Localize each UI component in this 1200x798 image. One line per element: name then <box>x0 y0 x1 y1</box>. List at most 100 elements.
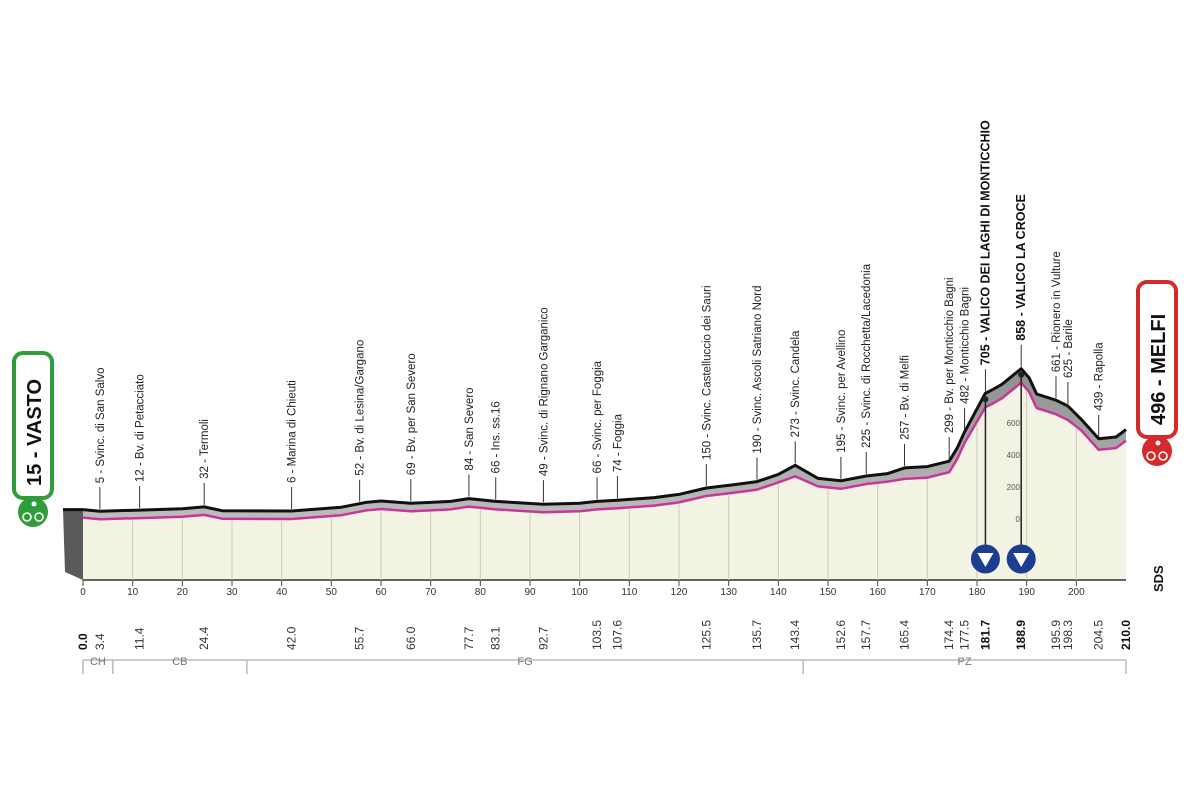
waypoint-label: 49 - Svinc. di Rignano Garganico <box>538 307 550 476</box>
km-tick-label: 60 <box>375 587 387 598</box>
waypoint-label: 273 - Svinc. Candela <box>790 330 802 437</box>
waypoint-label: 66 - Ins. ss.16 <box>491 401 503 473</box>
km-marker-label: 198.3 <box>1061 620 1075 650</box>
rider-head-icon <box>1155 440 1161 446</box>
profile-top-band <box>83 368 1126 520</box>
profile-top-line <box>82 367 1127 513</box>
waypoint-label: 225 - Svinc. di Rocchetta/Lacedonia <box>861 263 873 448</box>
kom-triangle-icon <box>977 553 994 567</box>
waypoint-label: 299 - Bv. per Monticchio Bagni <box>944 277 956 433</box>
waypoint-label: 195 - Svinc. per Avellino <box>836 330 848 453</box>
km-marker-label: 165.4 <box>897 620 911 650</box>
waypoint-label: 190 - Svinc. Ascoli Satriano Nord <box>752 285 764 453</box>
sponsor-logo-text: SDS <box>1151 565 1166 592</box>
kom-point <box>982 396 989 403</box>
altitude-tick: 600 <box>1007 419 1021 428</box>
km-tick-label: 130 <box>720 587 737 598</box>
waypoint-label: 482 - Monticchio Bagni <box>960 287 972 404</box>
km-marker-label: 107.6 <box>610 620 624 650</box>
km-tick-label: 150 <box>820 587 837 598</box>
waypoint-label: 12 - Bv. di Petacciato <box>135 374 147 482</box>
km-marker-label: 103.5 <box>590 620 604 650</box>
km-tick-label: 120 <box>671 587 688 598</box>
km-marker-label: 77.7 <box>462 626 476 650</box>
wheel-icon <box>1146 451 1156 461</box>
km-axis: 0 10 20 30 40 50 60 70 80 90 100 110 120 130 140 150 160… <box>80 580 1085 598</box>
wheel-icon <box>22 512 32 522</box>
start-badge-label: 15 - VASTO <box>24 379 46 486</box>
km-marker-label: 3.4 <box>93 633 107 650</box>
km-tick-label: 160 <box>869 587 886 598</box>
start-finish-badges: 15 - VASTO 496 - MELFI <box>12 280 1178 527</box>
altitude-tick: 400 <box>1007 451 1021 460</box>
kom-triangle-icon <box>1013 553 1030 567</box>
km-tick-label: 180 <box>969 587 986 598</box>
waypoint-label: 52 - Bv. di Lesina/Gargano <box>355 340 367 476</box>
km-tick-label: 90 <box>524 587 536 598</box>
waypoint-label: 661 - Rionero in Vulture <box>1051 251 1063 372</box>
waypoint-label: 150 - Svinc. Castelluccio dei Sauri <box>701 286 713 461</box>
km-marker-label: 177.5 <box>958 620 972 650</box>
km-tick-label: 140 <box>770 587 787 598</box>
km-marker-label: 188.9 <box>1014 620 1028 650</box>
profile-base-layer <box>63 367 1127 581</box>
region-label: FG <box>517 656 532 668</box>
km-marker-label: 24.4 <box>197 626 211 650</box>
km-tick-label: 50 <box>326 587 338 598</box>
km-marker-label: 152.6 <box>834 620 848 650</box>
km-tick-label: 70 <box>425 587 437 598</box>
km-marker-label: 83.1 <box>489 626 503 650</box>
km-marker-label: 174.4 <box>942 620 956 650</box>
waypoint-label: 66 - Svinc. per Foggia <box>592 360 604 473</box>
km-marker-label: 210.0 <box>1119 620 1133 650</box>
altitude-tick: 200 <box>1007 483 1021 492</box>
waypoint-label: 439 - Rapolla <box>1094 342 1106 411</box>
waypoint-labels: 5 - Svinc. di San Salvo 12 - Bv. di Petac… <box>95 120 1106 510</box>
finish-badge-cyclist-icon <box>1142 436 1172 466</box>
km-tick-label: 80 <box>475 587 487 598</box>
km-marker-label: 42.0 <box>285 626 299 650</box>
km-tick-label: 170 <box>919 587 936 598</box>
km-marker-label: 11.4 <box>133 627 147 650</box>
waypoint-label: 84 - San Severo <box>464 387 476 470</box>
km-tick-label: 110 <box>621 587 637 598</box>
waypoint-label: 32 - Termoli <box>199 419 211 479</box>
km-tick-label: 100 <box>571 587 588 598</box>
waypoint-label: 625 - Barile <box>1063 319 1075 378</box>
finish-badge-label: 496 - MELFI <box>1148 314 1170 425</box>
kom-point <box>1018 371 1025 378</box>
km-tick-label: 200 <box>1068 587 1085 598</box>
region-label: CH <box>90 656 106 668</box>
wheel-icon <box>1158 451 1168 461</box>
km-marker-label: 157.7 <box>859 620 873 650</box>
km-tick-label: 30 <box>226 587 238 598</box>
km-marker-label: 143.4 <box>788 620 802 650</box>
km-marker-label: 135.7 <box>750 620 764 650</box>
kom-markers <box>970 371 1036 574</box>
waypoint-label: 705 - VALICO DEI LAGHI DI MONTICCHIO <box>978 120 992 365</box>
km-marker-label: 181.7 <box>978 620 992 650</box>
km-marker-label: 92.7 <box>536 626 550 650</box>
region-label: PZ <box>958 656 972 668</box>
rider-head-icon <box>31 501 37 507</box>
sponsor-logo: SDS <box>1151 565 1166 592</box>
region-label: CB <box>172 656 187 668</box>
km-marker-label: 195.9 <box>1049 620 1063 650</box>
km-tick-label: 20 <box>177 587 189 598</box>
km-tick-label: 190 <box>1018 587 1035 598</box>
region-strip: CH CB FG PZ <box>82 656 1127 674</box>
start-badge-cyclist-icon <box>18 497 48 527</box>
altitude-tick: 0 <box>1016 515 1021 524</box>
wheel-icon <box>34 512 44 522</box>
km-tick-label: 10 <box>127 587 139 598</box>
km-tick-label: 0 <box>80 587 86 598</box>
km-marker-label: 125.5 <box>699 620 713 650</box>
km-markers: 0.0 3.4 11.4 24.4 42.0 55.7 66.0 77.7 83.1 92.7 10… <box>76 620 1133 650</box>
waypoint-label: 69 - Bv. per San Severo <box>406 353 418 475</box>
waypoint-label: 74 - Foggia <box>612 413 624 472</box>
profile-side-face <box>63 509 83 580</box>
profile-lower-fill <box>83 382 1126 580</box>
km-tick-label: 40 <box>276 587 288 598</box>
waypoint-label: 5 - Svinc. di San Salvo <box>95 367 107 483</box>
